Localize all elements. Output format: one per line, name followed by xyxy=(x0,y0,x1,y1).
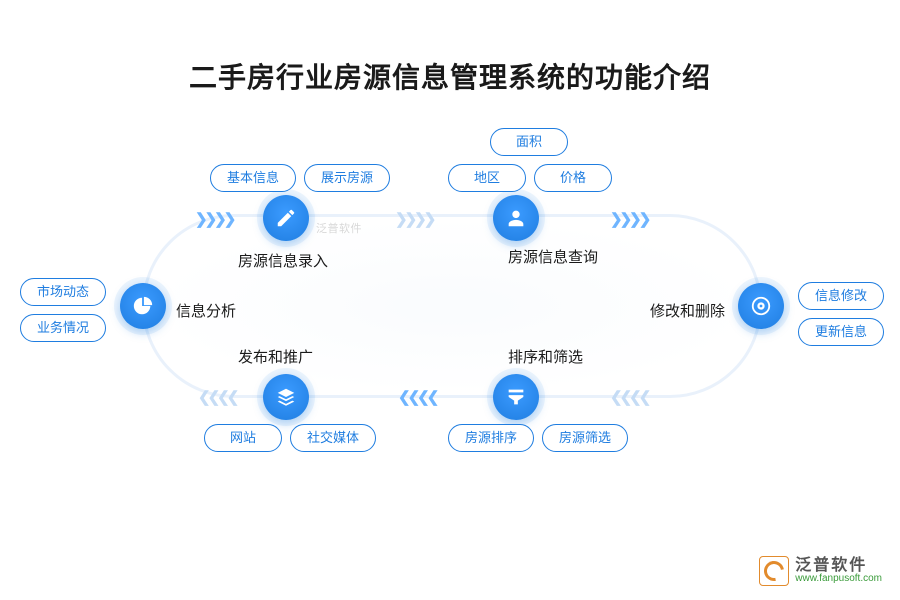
tag-social: 社交媒体 xyxy=(290,424,376,452)
footer-logo: 泛普软件 www.fanpusoft.com xyxy=(759,556,882,586)
tag-show-listing: 展示房源 xyxy=(304,164,390,192)
node-publish xyxy=(263,374,309,420)
page-title: 二手房行业房源信息管理系统的功能介绍 xyxy=(0,56,900,96)
label-analyze: 信息分析 xyxy=(176,300,236,321)
label-query: 房源信息查询 xyxy=(508,246,598,267)
tag-website: 网站 xyxy=(204,424,282,452)
tag-business: 业务情况 xyxy=(20,314,106,342)
node-analyze xyxy=(120,283,166,329)
chevron-left-icon: ❮❮❮❮ xyxy=(198,388,236,406)
chevron-right-icon: ❯❯❯❯ xyxy=(395,210,433,228)
tag-basic-info: 基本信息 xyxy=(210,164,296,192)
label-modify: 修改和删除 xyxy=(650,300,725,321)
node-entry xyxy=(263,195,309,241)
tag-price: 价格 xyxy=(534,164,612,192)
piechart-icon xyxy=(132,295,154,317)
chevron-right-icon: ❯❯❯❯ xyxy=(610,210,648,228)
chevron-left-icon: ❮❮❮❮ xyxy=(398,388,436,406)
tag-market: 市场动态 xyxy=(20,278,106,306)
label-entry: 房源信息录入 xyxy=(238,250,328,271)
node-query xyxy=(493,195,539,241)
logo-icon xyxy=(759,556,789,586)
footer-brand: 泛普软件 xyxy=(795,558,882,574)
tag-area: 面积 xyxy=(490,128,568,156)
person-icon xyxy=(505,207,527,229)
filter-icon xyxy=(505,386,527,408)
stack-icon xyxy=(275,386,297,408)
target-icon xyxy=(750,295,772,317)
node-sort xyxy=(493,374,539,420)
tag-sort-listing: 房源排序 xyxy=(448,424,534,452)
node-modify xyxy=(738,283,784,329)
watermark-text: 泛普软件 xyxy=(316,220,362,236)
tag-info-modify: 信息修改 xyxy=(798,282,884,310)
footer-url: www.fanpusoft.com xyxy=(795,574,882,584)
chevron-left-icon: ❮❮❮❮ xyxy=(610,388,648,406)
tag-filter-listing: 房源筛选 xyxy=(542,424,628,452)
edit-icon xyxy=(275,207,297,229)
tag-update-info: 更新信息 xyxy=(798,318,884,346)
label-sort: 排序和筛选 xyxy=(508,346,583,367)
label-publish: 发布和推广 xyxy=(238,346,313,367)
tag-region: 地区 xyxy=(448,164,526,192)
chevron-right-icon: ❯❯❯❯ xyxy=(195,210,233,228)
